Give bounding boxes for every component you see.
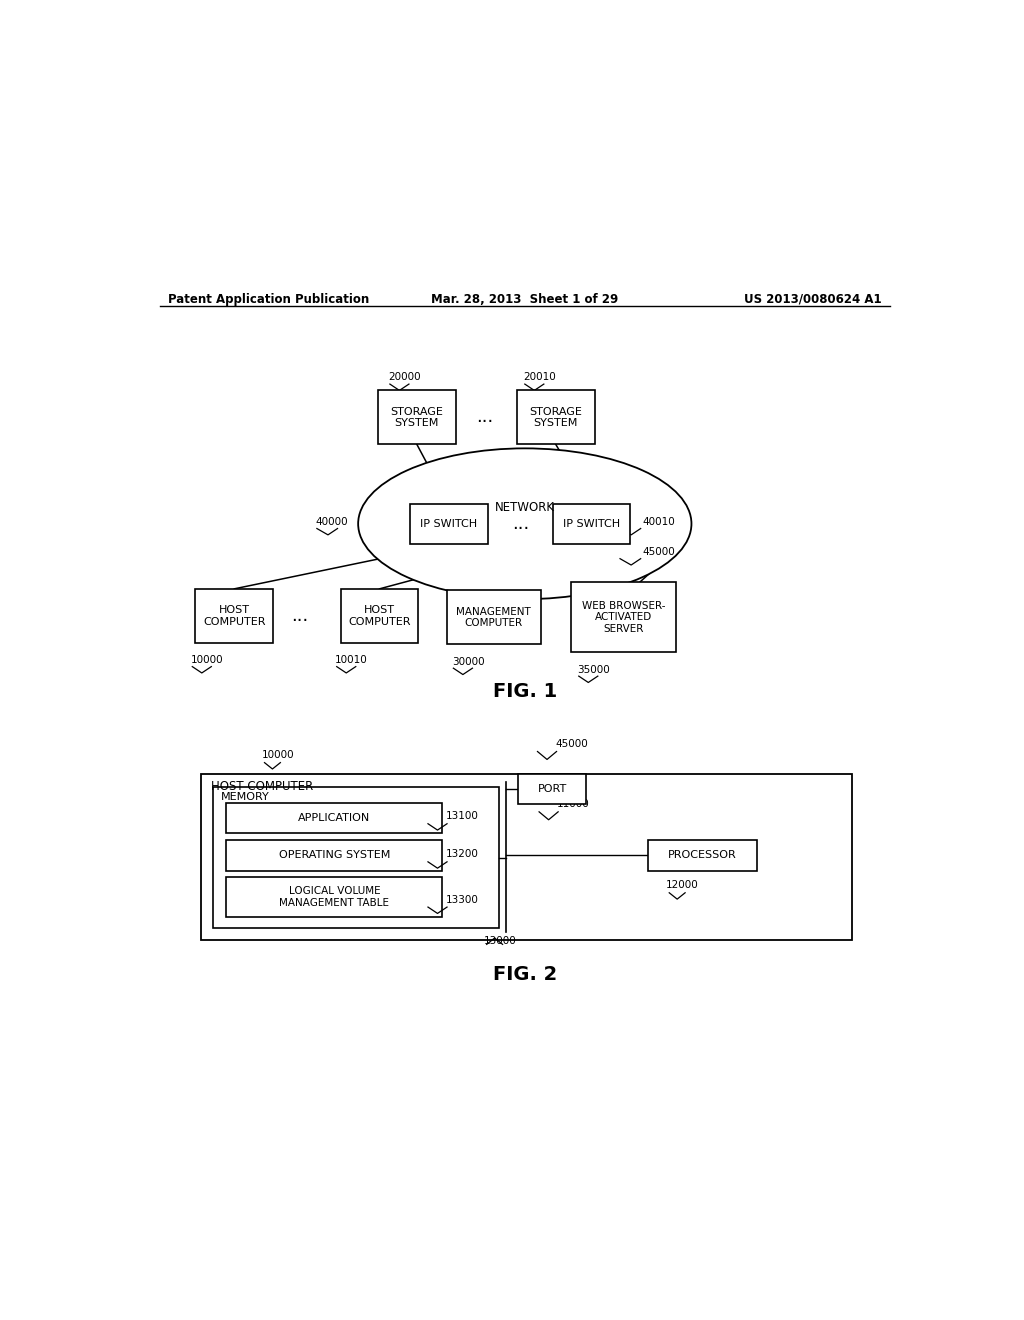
Bar (648, 840, 758, 871)
Bar (226, 841, 442, 871)
Text: 20010: 20010 (523, 372, 556, 383)
Text: HOST
COMPUTER: HOST COMPUTER (348, 605, 411, 627)
Text: FIG. 1: FIG. 1 (493, 682, 557, 701)
Text: Patent Application Publication: Patent Application Publication (168, 293, 369, 306)
Bar (213, 787, 499, 928)
Text: PORT: PORT (538, 784, 567, 793)
Bar (378, 391, 456, 445)
Bar (201, 774, 852, 940)
Bar (570, 582, 677, 652)
Bar (196, 589, 273, 643)
Text: Mar. 28, 2013  Sheet 1 of 29: Mar. 28, 2013 Sheet 1 of 29 (431, 293, 618, 306)
Text: FIG. 2: FIG. 2 (493, 965, 557, 983)
Text: MANAGEMENT
COMPUTER: MANAGEMENT COMPUTER (457, 607, 531, 628)
Text: ...: ... (476, 408, 494, 425)
Text: HOST COMPUTER: HOST COMPUTER (211, 780, 312, 793)
Text: 45000: 45000 (642, 546, 675, 557)
Text: PROCESSOR: PROCESSOR (669, 850, 737, 861)
Text: LOGICAL VOLUME
MANAGEMENT TABLE: LOGICAL VOLUME MANAGEMENT TABLE (280, 886, 389, 908)
Text: OPERATING SYSTEM: OPERATING SYSTEM (279, 850, 390, 861)
Text: 12000: 12000 (666, 880, 698, 891)
Bar (553, 504, 631, 544)
Text: STORAGE
SYSTEM: STORAGE SYSTEM (390, 407, 443, 428)
Text: 10000: 10000 (261, 750, 294, 760)
Text: US 2013/0080624 A1: US 2013/0080624 A1 (744, 293, 882, 306)
Bar (341, 589, 419, 643)
Bar (518, 774, 586, 804)
Text: APPLICATION: APPLICATION (298, 813, 371, 824)
Text: MEMORY: MEMORY (221, 792, 269, 803)
Text: 20000: 20000 (388, 372, 421, 383)
Text: HOST
COMPUTER: HOST COMPUTER (203, 605, 265, 627)
Text: WEB BROWSER-
ACTIVATED
SERVER: WEB BROWSER- ACTIVATED SERVER (582, 601, 666, 634)
Text: 40000: 40000 (315, 517, 348, 527)
Text: 13100: 13100 (445, 812, 478, 821)
Text: 40010: 40010 (642, 517, 675, 527)
Bar (226, 803, 442, 833)
Text: 13200: 13200 (445, 850, 478, 859)
Text: ...: ... (512, 515, 529, 533)
Bar (517, 391, 595, 445)
Text: 13000: 13000 (483, 936, 516, 946)
Bar (410, 504, 487, 544)
Bar (226, 876, 442, 916)
Text: 10000: 10000 (190, 655, 223, 665)
Text: ...: ... (291, 607, 308, 624)
Text: IP SWITCH: IP SWITCH (563, 519, 620, 529)
Text: NETWORK: NETWORK (495, 502, 555, 515)
Ellipse shape (358, 449, 691, 599)
Text: 13300: 13300 (445, 895, 478, 904)
Text: 11000: 11000 (557, 800, 589, 809)
Text: IP SWITCH: IP SWITCH (420, 519, 477, 529)
Text: 35000: 35000 (578, 664, 610, 675)
Bar (447, 590, 541, 644)
Text: 45000: 45000 (555, 739, 588, 750)
Text: 10010: 10010 (335, 655, 368, 665)
Text: 30000: 30000 (452, 656, 484, 667)
Text: STORAGE
SYSTEM: STORAGE SYSTEM (529, 407, 583, 428)
